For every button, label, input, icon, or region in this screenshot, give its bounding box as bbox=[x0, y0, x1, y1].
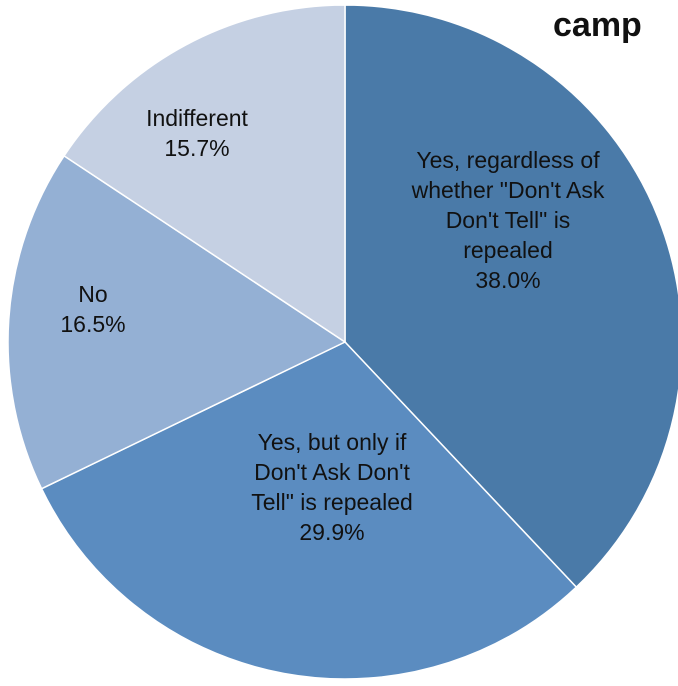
slice-label-yes-but-only-if-don-t-ask-don-t-tell-is-: Yes, but only if Don't Ask Don't Tell" is … bbox=[251, 429, 413, 545]
chart-title: camp bbox=[553, 6, 642, 44]
slice-value-label: 29.9% bbox=[299, 519, 364, 545]
slice-category-label: Tell" is repealed bbox=[251, 489, 413, 515]
slice-label-no: No 16.5% bbox=[60, 281, 125, 337]
slice-value-label: 38.0% bbox=[475, 267, 540, 293]
slice-category-label: Indifferent bbox=[146, 105, 248, 131]
slice-category-label: Don't Ask Don't bbox=[254, 459, 410, 485]
pie-slice-no bbox=[7, 154, 347, 490]
slice-category-label: Don't Tell" is bbox=[446, 207, 571, 233]
slice-category-label: repealed bbox=[463, 237, 553, 263]
slice-category-label: Yes, but only if bbox=[258, 429, 407, 455]
pie-slice-yes-regardless-of-whether-don-t-ask-don- bbox=[344, 4, 678, 589]
slice-category-label: whether "Don't Ask bbox=[411, 177, 605, 203]
slice-category-label: Yes, regardless of bbox=[416, 147, 600, 173]
pie-slices bbox=[7, 4, 678, 680]
pie-slice-yes-but-only-if-don-t-ask-don-t-tell-is- bbox=[40, 341, 578, 680]
slice-category-label: No bbox=[78, 281, 107, 307]
pie-labels: Yes, regardless of whether "Don't Ask Don'… bbox=[60, 105, 605, 545]
slice-label-indifferent: Indifferent 15.7% bbox=[146, 105, 248, 161]
pie-slice-indifferent bbox=[63, 4, 346, 344]
slice-label-yes-regardless-of-whether-don-t-ask-don-: Yes, regardless of whether "Don't Ask Don'… bbox=[411, 147, 605, 293]
slice-value-label: 15.7% bbox=[164, 135, 229, 161]
slice-value-label: 16.5% bbox=[60, 311, 125, 337]
